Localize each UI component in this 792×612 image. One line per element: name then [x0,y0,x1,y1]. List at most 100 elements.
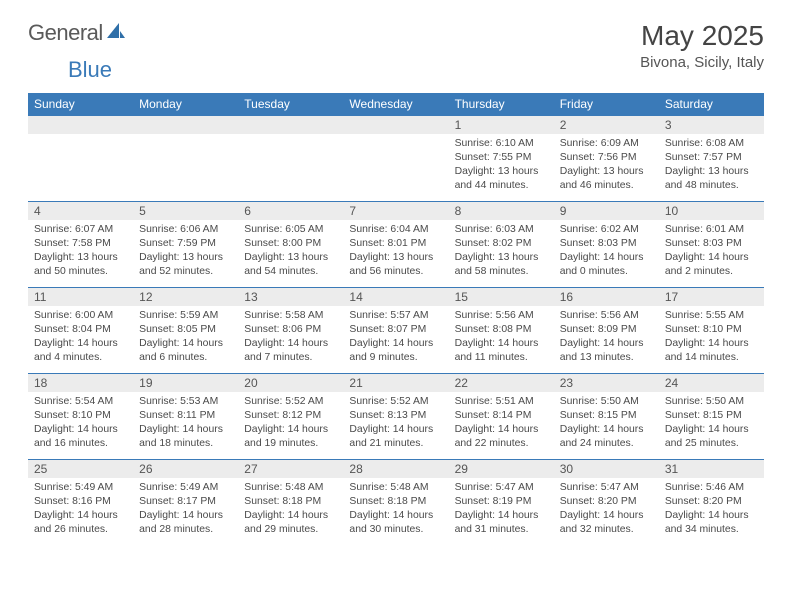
day-body: Sunrise: 5:56 AMSunset: 8:08 PMDaylight:… [449,306,554,369]
sunset-text: Sunset: 8:11 PM [139,409,232,423]
daylight-text: Daylight: 14 hours [560,251,653,265]
sunset-text: Sunset: 8:01 PM [349,237,442,251]
daylight-text: Daylight: 14 hours [349,509,442,523]
daylight-text-2: and 34 minutes. [665,523,758,537]
daylight-text: Daylight: 14 hours [139,509,232,523]
daylight-text-2: and 11 minutes. [455,351,548,365]
day-cell: 17Sunrise: 5:55 AMSunset: 8:10 PMDayligh… [659,288,764,374]
day-number: 19 [133,374,238,392]
daylight-text-2: and 0 minutes. [560,265,653,279]
dayhead-monday: Monday [133,93,238,116]
daylight-text: Daylight: 13 hours [455,165,548,179]
sunset-text: Sunset: 8:03 PM [560,237,653,251]
sunrise-text: Sunrise: 5:52 AM [349,395,442,409]
sunset-text: Sunset: 8:04 PM [34,323,127,337]
day-cell: 12Sunrise: 5:59 AMSunset: 8:05 PMDayligh… [133,288,238,374]
sunset-text: Sunset: 8:15 PM [665,409,758,423]
day-number: 28 [343,460,448,478]
sunset-text: Sunset: 8:15 PM [560,409,653,423]
day-cell: 6Sunrise: 6:05 AMSunset: 8:00 PMDaylight… [238,202,343,288]
sunrise-text: Sunrise: 5:47 AM [560,481,653,495]
daylight-text-2: and 44 minutes. [455,179,548,193]
daylight-text: Daylight: 14 hours [34,423,127,437]
day-number: 13 [238,288,343,306]
day-cell: 1Sunrise: 6:10 AMSunset: 7:55 PMDaylight… [449,116,554,202]
day-cell [238,116,343,202]
day-cell: 27Sunrise: 5:48 AMSunset: 8:18 PMDayligh… [238,460,343,546]
sunset-text: Sunset: 8:09 PM [560,323,653,337]
page-title: May 2025 [640,20,764,52]
sunset-text: Sunset: 8:16 PM [34,495,127,509]
day-body: Sunrise: 5:57 AMSunset: 8:07 PMDaylight:… [343,306,448,369]
dayhead-saturday: Saturday [659,93,764,116]
day-cell: 25Sunrise: 5:49 AMSunset: 8:16 PMDayligh… [28,460,133,546]
daylight-text-2: and 13 minutes. [560,351,653,365]
sunset-text: Sunset: 8:10 PM [665,323,758,337]
sunset-text: Sunset: 8:00 PM [244,237,337,251]
daylight-text-2: and 16 minutes. [34,437,127,451]
daylight-text: Daylight: 14 hours [560,423,653,437]
daylight-text-2: and 7 minutes. [244,351,337,365]
sunrise-text: Sunrise: 6:06 AM [139,223,232,237]
day-body: Sunrise: 5:52 AMSunset: 8:13 PMDaylight:… [343,392,448,455]
day-cell: 20Sunrise: 5:52 AMSunset: 8:12 PMDayligh… [238,374,343,460]
sunset-text: Sunset: 8:18 PM [244,495,337,509]
day-number: 14 [343,288,448,306]
sunset-text: Sunset: 8:10 PM [34,409,127,423]
dayhead-wednesday: Wednesday [343,93,448,116]
day-body: Sunrise: 5:52 AMSunset: 8:12 PMDaylight:… [238,392,343,455]
day-cell: 9Sunrise: 6:02 AMSunset: 8:03 PMDaylight… [554,202,659,288]
day-number: 1 [449,116,554,134]
day-number: 4 [28,202,133,220]
day-body: Sunrise: 5:55 AMSunset: 8:10 PMDaylight:… [659,306,764,369]
daylight-text-2: and 4 minutes. [34,351,127,365]
day-body: Sunrise: 5:46 AMSunset: 8:20 PMDaylight:… [659,478,764,541]
daylight-text-2: and 31 minutes. [455,523,548,537]
week-row: 11Sunrise: 6:00 AMSunset: 8:04 PMDayligh… [28,288,764,374]
day-body: Sunrise: 5:49 AMSunset: 8:17 PMDaylight:… [133,478,238,541]
day-cell: 4Sunrise: 6:07 AMSunset: 7:58 PMDaylight… [28,202,133,288]
daylight-text-2: and 26 minutes. [34,523,127,537]
daylight-text: Daylight: 14 hours [455,509,548,523]
day-cell: 28Sunrise: 5:48 AMSunset: 8:18 PMDayligh… [343,460,448,546]
sunrise-text: Sunrise: 5:49 AM [34,481,127,495]
day-body: Sunrise: 5:50 AMSunset: 8:15 PMDaylight:… [659,392,764,455]
day-number: 21 [343,374,448,392]
day-cell: 21Sunrise: 5:52 AMSunset: 8:13 PMDayligh… [343,374,448,460]
sunset-text: Sunset: 8:20 PM [665,495,758,509]
day-body: Sunrise: 5:53 AMSunset: 8:11 PMDaylight:… [133,392,238,455]
day-number: 6 [238,202,343,220]
logo-text-2: Blue [68,57,112,82]
sunset-text: Sunset: 7:58 PM [34,237,127,251]
day-number: 15 [449,288,554,306]
sunset-text: Sunset: 8:17 PM [139,495,232,509]
day-number-empty [343,116,448,134]
calendar-table: SundayMondayTuesdayWednesdayThursdayFrid… [28,93,764,546]
daylight-text: Daylight: 14 hours [349,423,442,437]
day-body: Sunrise: 5:58 AMSunset: 8:06 PMDaylight:… [238,306,343,369]
calendar-page: General May 2025 Bivona, Sicily, Italy B… [0,0,792,566]
day-body: Sunrise: 5:48 AMSunset: 8:18 PMDaylight:… [343,478,448,541]
day-number: 18 [28,374,133,392]
daylight-text: Daylight: 13 hours [34,251,127,265]
day-number: 12 [133,288,238,306]
dayhead-friday: Friday [554,93,659,116]
day-cell: 2Sunrise: 6:09 AMSunset: 7:56 PMDaylight… [554,116,659,202]
daylight-text: Daylight: 14 hours [244,509,337,523]
day-body: Sunrise: 6:09 AMSunset: 7:56 PMDaylight:… [554,134,659,197]
day-cell [343,116,448,202]
sunrise-text: Sunrise: 5:58 AM [244,309,337,323]
daylight-text: Daylight: 14 hours [560,337,653,351]
daylight-text: Daylight: 14 hours [560,509,653,523]
day-body: Sunrise: 6:06 AMSunset: 7:59 PMDaylight:… [133,220,238,283]
sunset-text: Sunset: 7:56 PM [560,151,653,165]
day-number: 20 [238,374,343,392]
daylight-text: Daylight: 13 hours [455,251,548,265]
sunrise-text: Sunrise: 6:04 AM [349,223,442,237]
sunrise-text: Sunrise: 6:02 AM [560,223,653,237]
day-body: Sunrise: 6:07 AMSunset: 7:58 PMDaylight:… [28,220,133,283]
day-cell: 5Sunrise: 6:06 AMSunset: 7:59 PMDaylight… [133,202,238,288]
calendar-body: 1Sunrise: 6:10 AMSunset: 7:55 PMDaylight… [28,116,764,546]
daylight-text: Daylight: 14 hours [139,337,232,351]
sunset-text: Sunset: 8:12 PM [244,409,337,423]
